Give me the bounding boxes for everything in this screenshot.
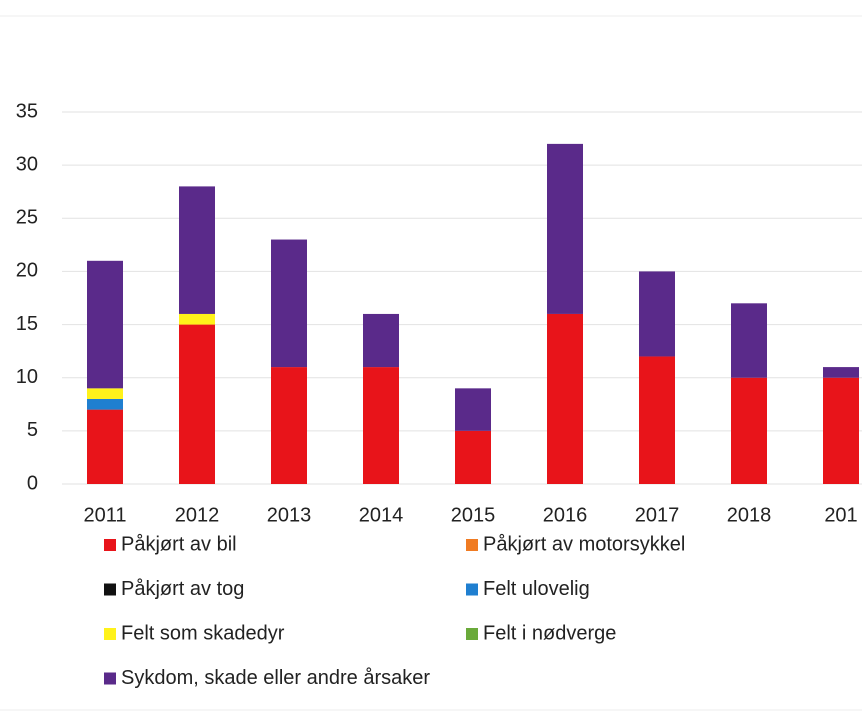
legend-label: Felt ulovelig <box>483 578 590 600</box>
legend-swatch <box>104 539 116 551</box>
bar-segment <box>823 377 859 484</box>
legend-swatch <box>466 539 478 551</box>
legend-label: Påkjørt av tog <box>121 578 244 600</box>
x-tick-label: 2018 <box>727 504 772 526</box>
y-tick-label: 25 <box>16 207 38 229</box>
bar-segment <box>455 388 491 431</box>
legend-swatch <box>104 628 116 640</box>
bar-segment <box>87 388 123 399</box>
legend-label: Felt i nødverge <box>483 622 616 644</box>
bar-segment <box>179 313 215 325</box>
x-tick-label: 2014 <box>359 504 404 526</box>
y-tick-label: 15 <box>16 313 38 335</box>
bar-segment <box>547 313 583 484</box>
bar-segment <box>87 409 123 484</box>
y-tick-label: 5 <box>27 419 38 441</box>
bar-segment <box>639 271 675 357</box>
legend-label: Sykdom, skade eller andre årsaker <box>121 667 430 689</box>
legend-label: Påkjørt av motorsykkel <box>483 533 685 555</box>
bar-segment <box>363 367 399 484</box>
x-tick-label: 2013 <box>267 504 312 526</box>
bar-segment <box>87 398 123 410</box>
bar-segment <box>639 356 675 484</box>
x-tick-label: 2011 <box>83 504 126 526</box>
y-tick-label: 20 <box>16 260 38 282</box>
y-tick-label: 10 <box>16 366 38 388</box>
bar-segment <box>87 260 123 389</box>
y-tick-label: 30 <box>16 153 38 175</box>
legend-swatch <box>104 672 116 685</box>
bar-segment <box>179 186 215 314</box>
bar-segment <box>455 430 491 484</box>
x-tick-label: 2017 <box>635 504 680 526</box>
bar-segment <box>731 303 767 378</box>
legend-label: Felt som skadedyr <box>121 622 285 644</box>
x-tick-label: 2015 <box>451 504 496 526</box>
legend-swatch <box>466 628 478 640</box>
y-tick-label: 0 <box>27 472 38 494</box>
y-tick-label: 35 <box>16 100 38 122</box>
bar-segment <box>271 239 307 368</box>
x-tick-label: 2016 <box>543 504 588 526</box>
bar-segment <box>731 377 767 484</box>
legend-label: Påkjørt av bil <box>121 533 237 555</box>
x-tick-label: 201 <box>824 504 857 526</box>
bar-segment <box>547 143 583 314</box>
bar-segment <box>179 324 215 484</box>
bar-segment <box>271 367 307 484</box>
bar-segment <box>823 367 859 378</box>
x-tick-label: 2012 <box>175 504 220 526</box>
legend-swatch <box>466 583 478 596</box>
legend-swatch <box>104 583 116 596</box>
bar-segment <box>363 313 399 368</box>
